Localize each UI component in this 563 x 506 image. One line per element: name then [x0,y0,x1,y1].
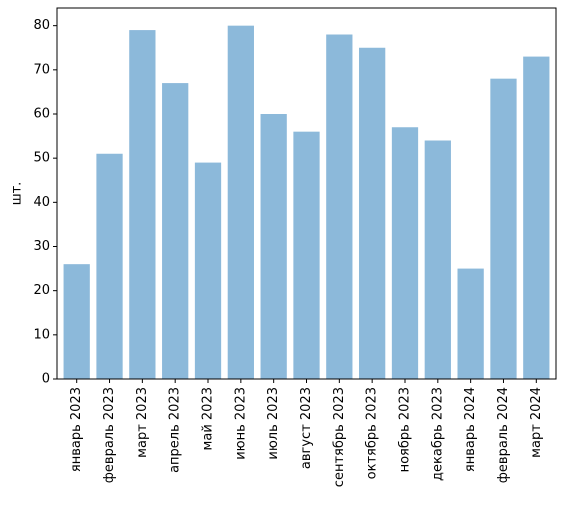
bar-14 [490,78,517,380]
bar-3 [129,30,156,379]
x-tick-label: март 2024 [529,387,544,458]
x-tick-label: август 2023 [299,387,314,469]
y-tick-label: 60 [33,107,50,122]
x-tick-label: февраль 2024 [496,387,511,483]
y-tick-label: 70 [33,62,50,77]
x-tick-label: март 2023 [135,387,150,458]
bar-11 [391,127,419,379]
x-tick-label: июль 2023 [266,387,281,460]
y-axis-label: шт. [10,182,25,206]
y-tick-label: 40 [33,195,50,210]
x-tick-label: апрель 2023 [168,387,183,473]
x-tick-label: сентябрь 2023 [332,387,347,487]
x-tick-label: январь 2023 [69,387,84,472]
x-tick-label: октябрь 2023 [365,387,380,479]
x-tick-label: февраль 2023 [102,387,117,483]
x-tick-label: декабрь 2023 [430,387,445,481]
bar-4 [162,83,189,379]
y-tick-label: 20 [33,283,50,298]
bar-8 [293,131,320,379]
bar-7 [260,114,287,379]
plot-frame [56,7,557,380]
bar-10 [359,47,386,379]
bars-group [63,25,550,380]
bar-12 [424,140,451,379]
x-tick-label: январь 2024 [463,387,478,472]
bar-15 [523,56,550,379]
x-tick-label: май 2023 [201,387,216,450]
y-tick-label: 0 [42,372,50,387]
bar-2 [96,153,123,379]
x-tick-label: июнь 2023 [233,387,248,460]
bar-9 [326,34,353,379]
bar-6 [227,25,254,380]
y-axis-ticks: 0 10 20 30 40 50 60 70 80 [33,18,57,387]
x-axis-ticks: январь 2023 февраль 2023 март 2023 апрель 2… [69,379,544,487]
y-tick-label: 30 [33,239,50,254]
y-tick-label: 10 [33,327,50,342]
bar-13 [457,268,484,379]
bar-1 [63,264,90,379]
bar-5 [194,162,222,379]
x-tick-label: ноябрь 2023 [397,387,412,472]
y-tick-label: 80 [33,18,50,33]
y-tick-label: 50 [33,151,50,166]
